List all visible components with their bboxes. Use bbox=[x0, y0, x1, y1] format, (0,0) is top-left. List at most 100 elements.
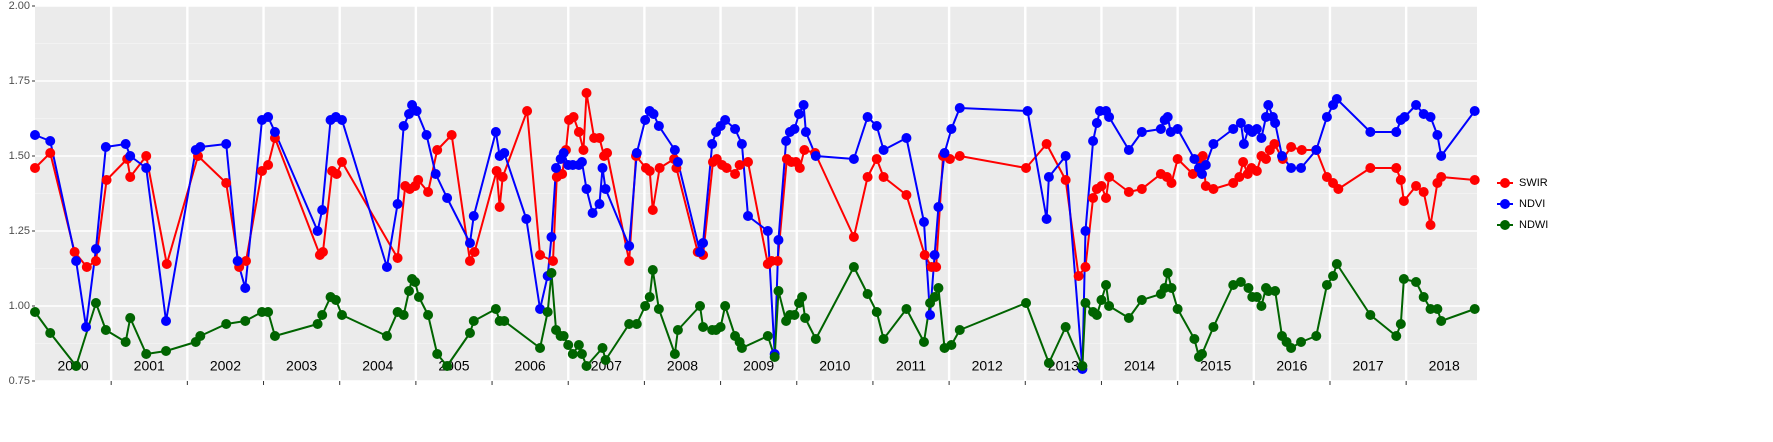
data-point bbox=[546, 268, 557, 278]
data-point bbox=[800, 127, 811, 137]
data-point bbox=[1041, 139, 1052, 149]
data-point bbox=[423, 310, 434, 320]
data-point bbox=[232, 256, 243, 266]
data-point bbox=[810, 334, 821, 344]
data-point bbox=[576, 349, 587, 359]
data-point bbox=[1172, 124, 1183, 134]
data-point bbox=[1469, 304, 1480, 314]
data-point bbox=[669, 145, 680, 155]
data-point bbox=[1022, 106, 1033, 116]
data-point bbox=[269, 331, 280, 341]
data-point bbox=[1398, 196, 1409, 206]
data-point bbox=[413, 175, 424, 185]
data-point bbox=[720, 115, 731, 125]
data-point bbox=[1228, 124, 1239, 134]
data-point bbox=[1432, 130, 1443, 140]
data-point bbox=[404, 286, 415, 296]
data-point bbox=[1088, 193, 1099, 203]
data-point bbox=[1043, 358, 1054, 368]
data-point bbox=[734, 160, 745, 170]
data-point bbox=[423, 187, 434, 197]
data-point bbox=[100, 325, 111, 335]
year-label: 2009 bbox=[743, 358, 774, 374]
year-label: 2007 bbox=[591, 358, 622, 374]
data-point bbox=[336, 115, 347, 125]
data-point bbox=[557, 169, 568, 179]
legend-label: NDVI bbox=[1519, 198, 1545, 210]
data-point bbox=[1391, 331, 1402, 341]
data-point bbox=[547, 256, 558, 266]
data-point bbox=[581, 88, 592, 98]
data-point bbox=[1041, 214, 1052, 224]
year-label: 2014 bbox=[1124, 358, 1155, 374]
data-point bbox=[1021, 163, 1032, 173]
data-point bbox=[954, 151, 965, 161]
data-point bbox=[1411, 100, 1422, 110]
data-point bbox=[120, 337, 131, 347]
data-point bbox=[81, 262, 92, 272]
data-point bbox=[644, 292, 655, 302]
data-point bbox=[1091, 310, 1102, 320]
data-point bbox=[1286, 163, 1297, 173]
data-point bbox=[442, 361, 453, 371]
data-point bbox=[925, 310, 936, 320]
data-point bbox=[71, 361, 82, 371]
data-point bbox=[81, 322, 92, 332]
data-point bbox=[1235, 277, 1246, 287]
data-point bbox=[1172, 154, 1183, 164]
data-point bbox=[125, 151, 136, 161]
data-point bbox=[1104, 112, 1115, 122]
data-point bbox=[535, 304, 546, 314]
data-point bbox=[411, 106, 422, 116]
data-point bbox=[1238, 157, 1249, 167]
legend-key-point bbox=[1500, 199, 1510, 209]
data-point bbox=[1080, 226, 1091, 236]
data-point bbox=[743, 157, 754, 167]
data-point bbox=[736, 139, 747, 149]
y-tick-label: 2.00 bbox=[9, 0, 30, 12]
data-point bbox=[442, 193, 453, 203]
data-point bbox=[464, 238, 475, 248]
data-point bbox=[1096, 181, 1107, 191]
data-point bbox=[600, 355, 611, 365]
data-point bbox=[773, 286, 784, 296]
data-point bbox=[1311, 331, 1322, 341]
data-point bbox=[736, 343, 747, 353]
data-point bbox=[901, 133, 912, 143]
data-point bbox=[558, 331, 569, 341]
year-label: 2016 bbox=[1276, 358, 1307, 374]
data-point bbox=[312, 319, 323, 329]
data-point bbox=[781, 136, 792, 146]
data-point bbox=[1432, 304, 1443, 314]
data-point bbox=[1251, 292, 1262, 302]
data-point bbox=[1166, 178, 1177, 188]
data-point bbox=[578, 145, 589, 155]
data-point bbox=[1096, 295, 1107, 305]
data-point bbox=[919, 250, 930, 260]
data-point bbox=[497, 172, 508, 182]
data-point bbox=[464, 328, 475, 338]
data-point bbox=[257, 166, 268, 176]
data-point bbox=[1331, 94, 1342, 104]
data-point bbox=[573, 340, 584, 350]
data-point bbox=[1021, 298, 1032, 308]
data-point bbox=[878, 334, 889, 344]
data-point bbox=[1418, 187, 1429, 197]
data-point bbox=[312, 226, 323, 236]
data-point bbox=[45, 148, 56, 158]
data-point bbox=[30, 307, 40, 317]
data-point bbox=[597, 343, 608, 353]
year-label: 2008 bbox=[667, 358, 698, 374]
data-point bbox=[1238, 139, 1249, 149]
data-point bbox=[789, 310, 800, 320]
data-point bbox=[1197, 169, 1208, 179]
data-point bbox=[1256, 301, 1267, 311]
data-point bbox=[542, 307, 553, 317]
legend-label: SWIR bbox=[1519, 177, 1548, 189]
data-point bbox=[1263, 286, 1274, 296]
year-label: 2004 bbox=[362, 358, 393, 374]
data-point bbox=[546, 232, 557, 242]
data-point bbox=[398, 121, 409, 131]
data-point bbox=[1436, 172, 1447, 182]
data-point bbox=[647, 205, 658, 215]
